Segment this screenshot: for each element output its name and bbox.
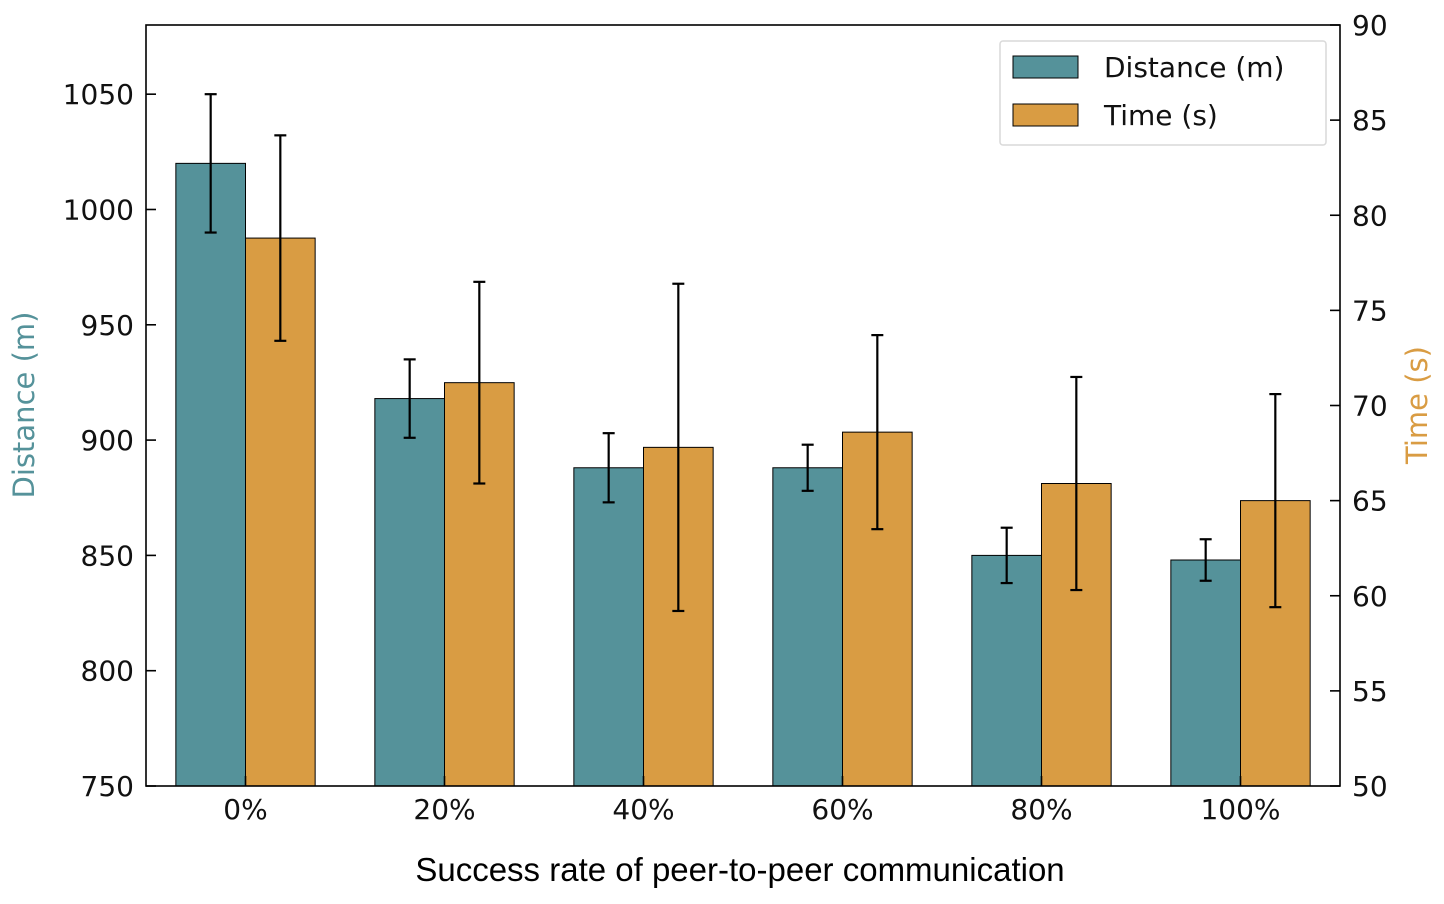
right-tick-label-70: 70 — [1352, 390, 1388, 423]
legend-swatch-time — [1012, 103, 1079, 127]
bars-layer — [175, 162, 1311, 787]
x-axis-ticks: 0% 20% 40% 60% 80% 100% — [223, 776, 1281, 826]
right-tick-label-85: 85 — [1352, 104, 1388, 137]
left-tick-label-900: 900 — [81, 424, 134, 457]
legend-box — [999, 40, 1327, 146]
left-tick-label-800: 800 — [81, 655, 134, 688]
right-axis-title: Time (s) — [1400, 346, 1434, 465]
bar-distance-2 — [573, 467, 644, 787]
left-tick-label-750: 750 — [81, 770, 134, 803]
legend: Distance (m) Time (s) — [999, 40, 1327, 146]
bar-distance-5 — [1170, 559, 1241, 787]
bar-distance-3 — [772, 467, 843, 787]
right-tick-label-75: 75 — [1352, 294, 1388, 327]
right-tick-label-60: 60 — [1352, 580, 1388, 613]
bar-distance-0 — [175, 162, 247, 787]
legend-label-distance: Distance (m) — [1104, 51, 1284, 84]
bar-distance-1 — [374, 398, 446, 787]
left-tick-label-850: 850 — [81, 539, 134, 572]
left-tick-label-950: 950 — [81, 309, 134, 342]
right-tick-label-90: 90 — [1352, 9, 1388, 42]
legend-swatch-distance — [1012, 55, 1079, 79]
x-tick-label-3: 60% — [811, 793, 873, 826]
left-tick-label-1050: 1050 — [63, 78, 134, 111]
x-tick-label-2: 40% — [612, 793, 674, 826]
errorbars-layer — [204, 93, 1282, 613]
x-tick-label-0: 0% — [223, 793, 267, 826]
x-tick-label-4: 80% — [1010, 793, 1072, 826]
right-axis-ticks: 50 55 60 65 70 75 80 85 90 — [1330, 9, 1388, 803]
legend-label-time: Time (s) — [1103, 99, 1218, 132]
x-tick-label-5: 100% — [1200, 793, 1280, 826]
right-tick-label-50: 50 — [1352, 770, 1388, 803]
left-tick-label-1000: 1000 — [63, 193, 134, 226]
x-axis-title: Success rate of peer-to-peer communicati… — [415, 851, 1064, 888]
right-tick-label-80: 80 — [1352, 199, 1388, 232]
bar-distance-4 — [971, 554, 1042, 787]
left-axis-ticks: 750 800 850 900 950 1000 1050 — [63, 78, 156, 803]
right-tick-label-55: 55 — [1352, 675, 1388, 708]
right-tick-label-65: 65 — [1352, 485, 1388, 518]
left-axis-title: Distance (m) — [7, 312, 41, 499]
x-tick-label-1: 20% — [413, 793, 475, 826]
